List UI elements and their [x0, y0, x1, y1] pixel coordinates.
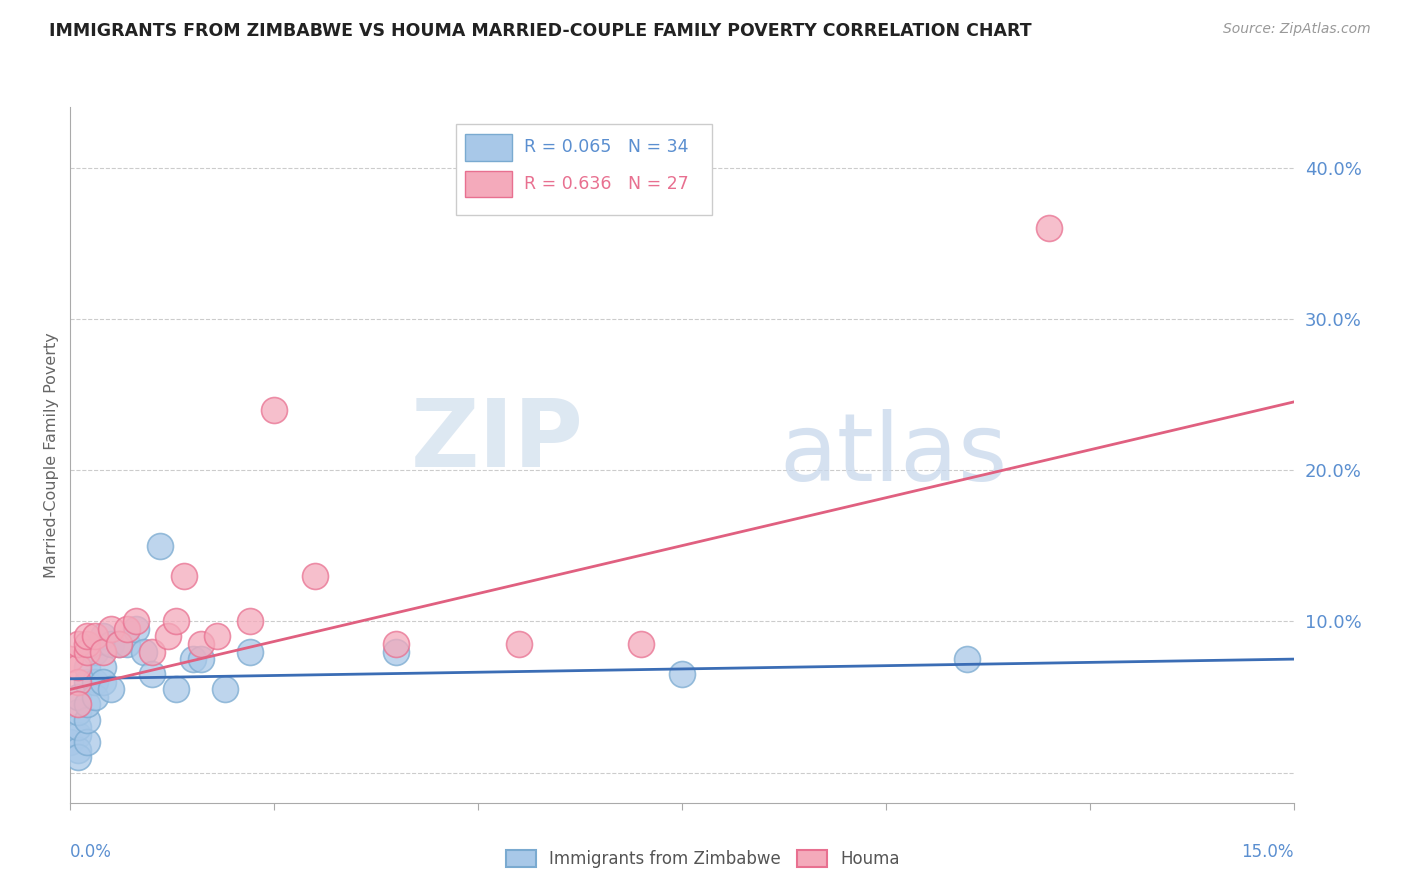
Point	[100, 637, 122, 651]
Point	[59, 735, 82, 749]
Point	[205, 629, 228, 643]
Point	[149, 539, 172, 553]
Point	[1038, 221, 1060, 235]
Point	[108, 637, 131, 651]
Legend: Immigrants from Zimbabwe, Houma: Immigrants from Zimbabwe, Houma	[499, 843, 907, 875]
Point	[91, 674, 114, 689]
Text: ZIP: ZIP	[411, 395, 583, 487]
Point	[67, 750, 90, 764]
Point	[67, 698, 90, 712]
Point	[91, 629, 114, 643]
Y-axis label: Married-Couple Family Poverty: Married-Couple Family Poverty	[44, 332, 59, 578]
Text: 0.0%: 0.0%	[70, 843, 112, 861]
Point	[67, 659, 90, 673]
Point	[165, 682, 187, 697]
Point	[67, 705, 90, 719]
Point	[385, 637, 408, 651]
Text: R = 0.065   N = 34: R = 0.065 N = 34	[524, 137, 689, 156]
Point	[67, 728, 90, 742]
Text: R = 0.636   N = 27: R = 0.636 N = 27	[524, 175, 689, 194]
Point	[76, 674, 98, 689]
Point	[630, 637, 652, 651]
FancyBboxPatch shape	[465, 134, 512, 161]
Point	[67, 720, 90, 734]
FancyBboxPatch shape	[456, 124, 713, 215]
Point	[100, 622, 122, 636]
Point	[83, 674, 105, 689]
Point	[67, 690, 90, 704]
Point	[83, 690, 105, 704]
Point	[67, 674, 90, 689]
Point	[100, 682, 122, 697]
Point	[263, 402, 285, 417]
Point	[76, 637, 98, 651]
Point	[76, 698, 98, 712]
Point	[76, 713, 98, 727]
Text: 15.0%: 15.0%	[1241, 843, 1294, 861]
Point	[117, 622, 139, 636]
Point	[157, 629, 180, 643]
Text: atlas: atlas	[780, 409, 1008, 501]
Point	[214, 682, 236, 697]
FancyBboxPatch shape	[465, 171, 512, 197]
Point	[141, 644, 163, 658]
Point	[67, 743, 90, 757]
Point	[190, 637, 212, 651]
Point	[671, 667, 693, 681]
Point	[181, 652, 204, 666]
Point	[132, 644, 155, 658]
Point	[385, 644, 408, 658]
Point	[59, 652, 82, 666]
Point	[165, 615, 187, 629]
Point	[76, 659, 98, 673]
Point	[108, 637, 131, 651]
Point	[173, 569, 195, 583]
Point	[117, 637, 139, 651]
Point	[124, 615, 146, 629]
Point	[91, 644, 114, 658]
Point	[91, 659, 114, 673]
Point	[141, 667, 163, 681]
Point	[508, 637, 530, 651]
Point	[304, 569, 326, 583]
Point	[239, 644, 262, 658]
Point	[239, 615, 262, 629]
Point	[76, 644, 98, 658]
Point	[124, 622, 146, 636]
Point	[190, 652, 212, 666]
Point	[76, 735, 98, 749]
Point	[67, 637, 90, 651]
Text: IMMIGRANTS FROM ZIMBABWE VS HOUMA MARRIED-COUPLE FAMILY POVERTY CORRELATION CHAR: IMMIGRANTS FROM ZIMBABWE VS HOUMA MARRIE…	[49, 22, 1032, 40]
Text: Source: ZipAtlas.com: Source: ZipAtlas.com	[1223, 22, 1371, 37]
Point	[76, 629, 98, 643]
Point	[83, 629, 105, 643]
Point	[83, 644, 105, 658]
Point	[956, 652, 979, 666]
